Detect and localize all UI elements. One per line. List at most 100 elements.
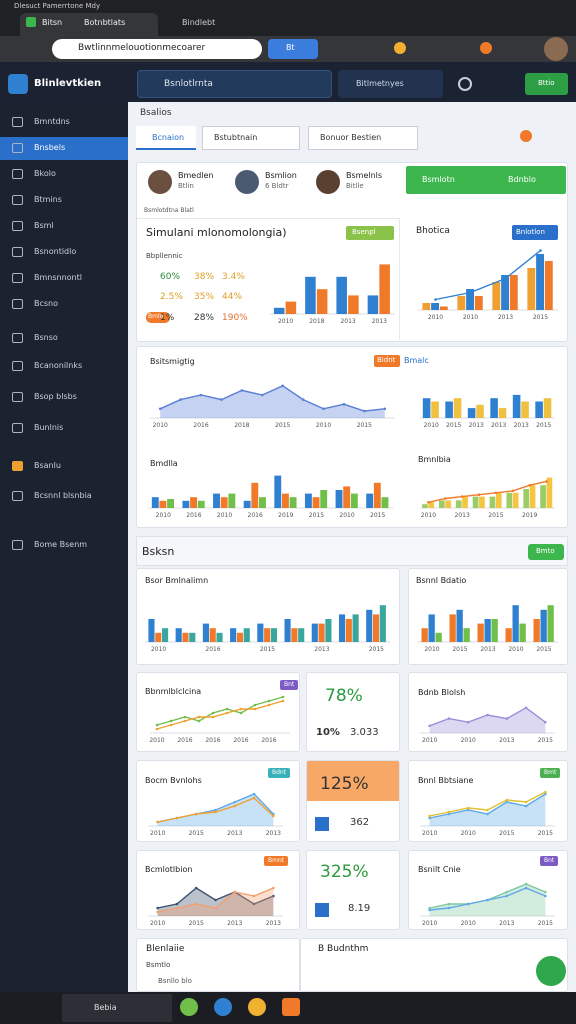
bar [159,500,167,508]
button-label[interactable]: Bsenpl [352,228,376,236]
card [136,938,300,992]
point [524,804,528,808]
taskbar-icon[interactable] [214,998,232,1016]
button-label[interactable]: Bmto [536,547,555,555]
stat: 28% [194,313,215,323]
nav-item[interactable]: Bsanlu [34,461,61,470]
button-label[interactable]: Bnlotlon [516,228,545,236]
chart-title: Bbnmlblclcina [145,687,202,696]
header-button[interactable] [525,73,568,95]
button[interactable] [346,226,394,240]
area [429,707,546,733]
bar [431,401,439,418]
bar [284,619,291,642]
brand-icon [8,74,28,94]
tab-label[interactable]: Bindlebt [182,18,216,27]
nav-item[interactable]: Bome Bsenm [34,540,88,549]
url[interactable]: Bwtlinnmelouotionmecoarer [78,43,206,53]
point [169,719,173,723]
nav-item[interactable]: Bunlnis [34,423,64,432]
nav-item[interactable]: Bmnsnnontl [34,273,82,282]
url-field[interactable] [52,39,262,59]
bar [320,490,328,508]
point [252,792,256,796]
area [429,794,546,826]
taskbar-label[interactable]: Bebia [94,1003,117,1012]
taskbar-icon[interactable] [282,998,300,1016]
x-tick-label: 2013 [455,512,470,519]
x-tick-label: 2010 [421,512,436,519]
bar [316,289,328,314]
bar [285,301,297,314]
nav-item[interactable]: Bkolo [34,169,56,178]
tab[interactable] [136,126,196,150]
tab-label[interactable]: Bstubtnain [214,133,258,142]
nav-item[interactable]: Bcsnnl blsnbia [34,491,92,500]
bar [521,401,529,418]
bar [492,282,501,310]
icon[interactable] [458,77,472,91]
button[interactable] [512,225,558,240]
chart: 2010 2015 2013 2013 2013 2015 [420,394,555,429]
search-box[interactable] [137,70,332,98]
taskbar-icon[interactable] [248,998,266,1016]
avatar[interactable] [544,37,568,61]
nav-icon [12,273,23,283]
nav-item[interactable]: Bmntdns [34,117,70,126]
bar [379,264,390,314]
x-tick-label: 2010 [508,646,523,653]
card-title: Blenlaiie [146,944,185,954]
point [524,706,528,710]
x-tick-label: 2013 [480,646,495,653]
ext-icon[interactable] [394,42,406,54]
button[interactable] [528,544,564,560]
nav-item[interactable]: Bcanonilnks [34,361,83,370]
point [444,497,447,500]
nav-item[interactable]: Bsnso [34,333,58,342]
point [544,894,547,898]
point [524,882,528,886]
taskbar-icon[interactable] [180,998,198,1016]
bar [421,628,428,642]
bar [479,496,485,508]
chart: 2010 2010 2013 2015 [420,882,555,927]
kpi-value: 125% [320,774,369,794]
point [175,906,179,910]
ext-icon[interactable] [480,42,492,54]
button-label[interactable]: Bttio [538,79,555,87]
tab-label[interactable]: Bcnaion [152,133,185,142]
bar [422,303,431,310]
nav-item[interactable]: Btmins [34,195,62,204]
active-tab[interactable] [20,13,158,36]
button-label[interactable]: Bt [286,43,295,52]
tab-label[interactable]: Bonuor Bestien [320,133,382,142]
kpi-item: 3.033 [350,727,379,738]
bar [336,276,347,314]
chat-button[interactable] [536,956,566,986]
select-box[interactable] [338,70,443,98]
taskbar-app[interactable] [62,994,172,1022]
tab-label[interactable]: Botnbtlats [84,18,126,27]
bar [527,268,536,310]
icon[interactable] [520,130,532,142]
select-text[interactable]: Bitlmetnyes [356,79,404,88]
url-button[interactable] [268,39,318,59]
x-tick-label: 2016 [177,737,192,744]
tab-label[interactable]: Bitsn [42,18,63,27]
x-tick-label: 2010 [278,318,293,325]
line [435,249,541,301]
panel-title: Bhotica [416,226,450,236]
nav-icon [12,143,23,153]
nav-item[interactable]: Bsnontidlo [34,247,77,256]
nav-item[interactable]: Bnsbels [34,143,66,152]
point [179,398,182,401]
nav-item[interactable]: Bsop blsbs [34,392,77,401]
nav-item[interactable]: Bcsno [34,299,59,308]
nav-item[interactable]: Bsml [34,221,54,230]
tab[interactable] [202,126,300,150]
tab[interactable] [308,126,418,150]
nav-icon [12,540,23,550]
bar [489,496,496,508]
search-text[interactable]: Bsnlotlrnta [164,79,213,89]
active-nav[interactable] [0,137,128,160]
